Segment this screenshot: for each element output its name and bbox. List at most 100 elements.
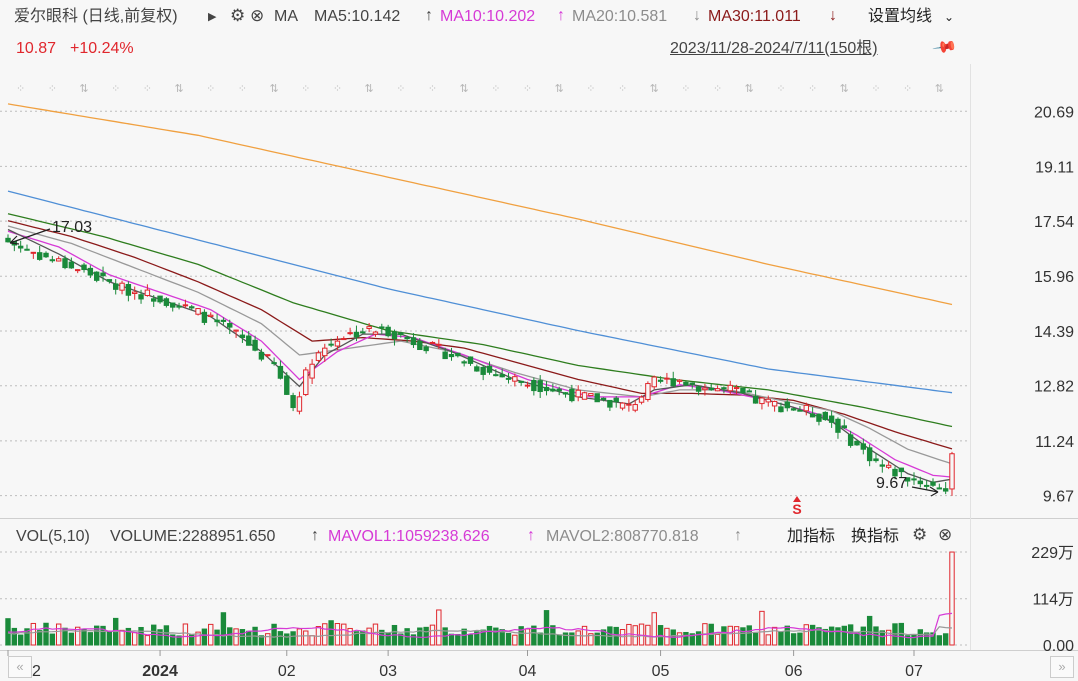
volume-bar (132, 632, 138, 646)
volume-bar (930, 632, 936, 646)
event-marker-icon: ⁘ (808, 82, 817, 95)
scroll-right-button[interactable]: » (1050, 656, 1074, 678)
candle-body (17, 245, 24, 249)
current-price: 10.87 (16, 40, 57, 57)
candle-body (423, 346, 429, 352)
double-chevron-right-icon: » (1058, 659, 1066, 674)
volume-bar (676, 632, 683, 646)
volume-bar (385, 632, 391, 646)
candle-body (404, 337, 410, 340)
candle-body (30, 251, 37, 254)
volume-bar (695, 631, 702, 646)
volume-bar (265, 633, 271, 646)
candle-body (43, 252, 49, 258)
event-marker-icon: ⇅ (460, 82, 469, 95)
candle-body (531, 379, 537, 392)
chart-header: 爱尔眼科 (日线,前复权) ▶ ⚙ ⊗ MA MA5:10.142 ↑ MA10… (0, 0, 1078, 64)
volume-bar (942, 633, 949, 646)
price-tick-label: 11.24 (1035, 434, 1074, 451)
volume-bar (759, 610, 765, 646)
volume-bar (309, 635, 315, 646)
volume-bar (144, 635, 151, 646)
volume-bar (569, 632, 575, 646)
candle-body (220, 319, 227, 322)
candle-body (493, 374, 499, 377)
candle-body (455, 352, 461, 357)
candle-body (246, 335, 252, 346)
candle-body (214, 319, 220, 323)
candle-body (417, 340, 423, 351)
volume-bar (626, 623, 632, 646)
volume-bar (866, 615, 873, 646)
candle-body (448, 353, 455, 358)
volume-bar (220, 612, 227, 646)
volume-bar (410, 634, 417, 646)
chevron-down-icon[interactable]: ⌄ (944, 10, 955, 24)
volume-bar (24, 628, 30, 646)
event-marker-icon: ⁘ (491, 82, 500, 95)
candle-body (486, 365, 493, 373)
candle-body (524, 384, 531, 387)
candle-body (410, 337, 417, 346)
volume-bar (556, 634, 562, 646)
candle-body (778, 406, 784, 413)
candle-body (619, 402, 626, 409)
candle-body (290, 395, 296, 409)
x-axis-label: 02 (278, 663, 296, 680)
event-marker-icon: ⁘ (301, 82, 310, 95)
volume-up-arrow-icon: ↑ (311, 527, 319, 544)
event-marker-icon: ⇅ (840, 82, 849, 95)
stock-title[interactable]: 爱尔眼科 (日线,前复权) (14, 8, 178, 25)
candle-body (879, 464, 886, 467)
close-circle-icon[interactable]: ⊗ (250, 6, 265, 25)
candle-body (379, 326, 385, 329)
candle-body (315, 352, 322, 361)
candle-body (119, 282, 125, 291)
candle-body (854, 440, 860, 446)
ma5-line (7, 228, 953, 483)
candle-body (5, 237, 11, 243)
mavol2-line (7, 626, 953, 638)
candle-body (189, 306, 195, 309)
candle-body (227, 323, 233, 328)
ma10-value: MA10:10.202 (440, 8, 536, 25)
axis-separator (0, 650, 1078, 651)
volume-close-icon[interactable]: ⊗ (938, 525, 953, 544)
volume-bar (822, 628, 828, 646)
gear-icon[interactable]: ⚙ (230, 6, 246, 25)
candle-body (942, 488, 949, 492)
settings-ma-button[interactable]: 设置均线 (868, 8, 933, 25)
x-axis-label: 2024 (142, 663, 178, 680)
candle-body (353, 331, 360, 338)
candle-body (49, 259, 56, 262)
candle-body (600, 397, 607, 401)
add-indicator-button[interactable]: 加指标 (787, 528, 836, 545)
volume-bar (246, 630, 252, 646)
price-tick-label: 17.54 (1034, 214, 1074, 231)
scroll-left-button[interactable]: « (8, 656, 32, 678)
volume-bar (803, 624, 809, 646)
candle-body (638, 396, 645, 403)
candle-body (904, 477, 911, 482)
date-range[interactable]: 2023/11/28-2024/7/11(150根) (670, 40, 878, 57)
ma10-up-arrow-icon: ↑ (557, 7, 565, 24)
volume-gear-icon[interactable]: ⚙ (912, 525, 928, 544)
volume-bar (486, 625, 493, 646)
volume-bar (87, 632, 94, 646)
candle-body (828, 415, 835, 423)
candle-body (296, 396, 303, 412)
x-axis-label: 07 (905, 663, 923, 680)
event-marker-icon: ⁘ (48, 82, 57, 95)
switch-indicator-button[interactable]: 换指标 (851, 528, 900, 545)
candle-body (733, 387, 740, 390)
volume-bar (138, 626, 144, 646)
expand-triangle-icon[interactable]: ▶ (208, 11, 217, 23)
candle-body (746, 390, 752, 393)
candle-body (391, 331, 398, 340)
volume-bar (923, 632, 930, 646)
volume-bar (493, 627, 499, 646)
candle-body (936, 487, 943, 490)
candle-body (499, 374, 505, 378)
volume-bar (752, 632, 759, 646)
